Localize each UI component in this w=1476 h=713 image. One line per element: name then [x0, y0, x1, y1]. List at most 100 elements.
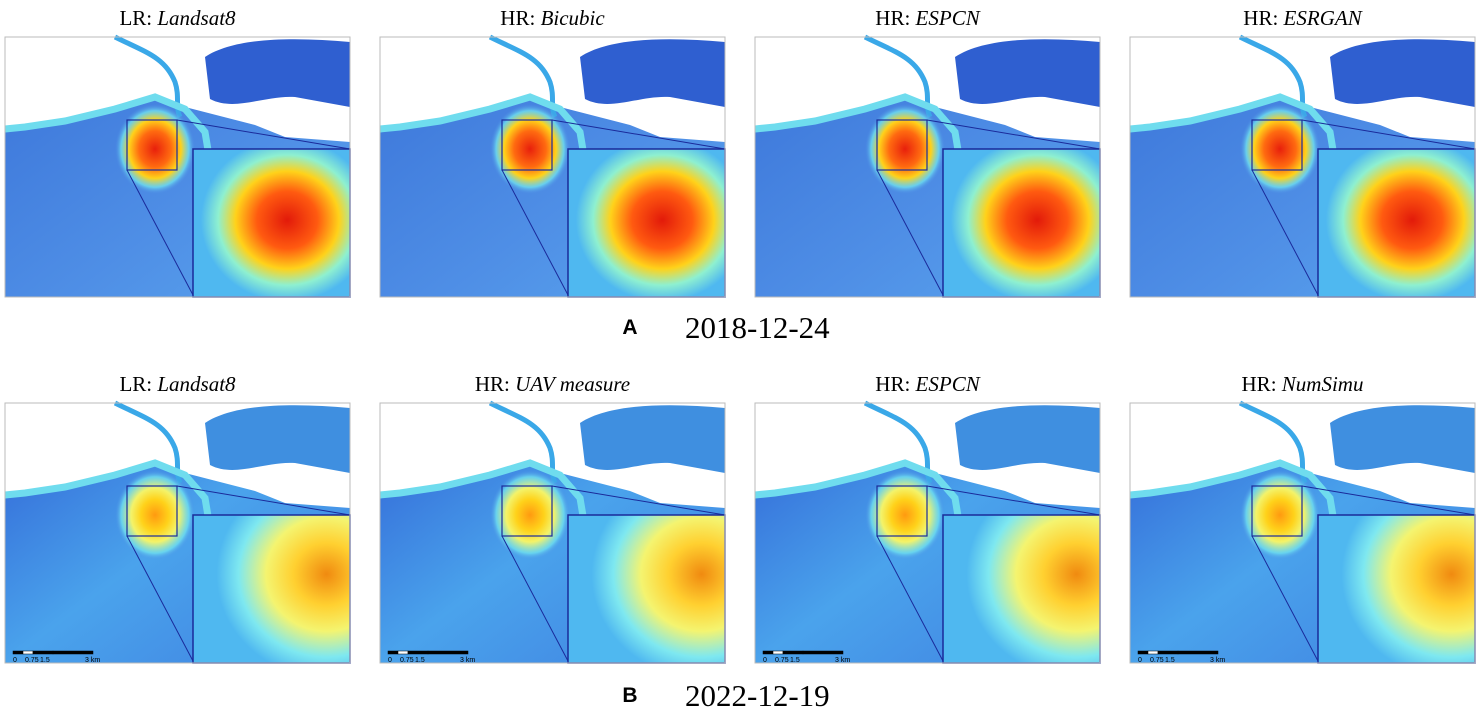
zoom-line: [501, 535, 569, 662]
panel-title: HR: NumSimu: [1242, 372, 1364, 396]
scale-label: 3 km: [835, 657, 850, 664]
zoom-line: [126, 169, 194, 296]
title-prefix: HR:: [1243, 6, 1278, 30]
plume: [865, 470, 945, 560]
scale-label: 3 km: [1210, 657, 1225, 664]
scale-segment: [52, 650, 94, 655]
map-panel: [379, 34, 726, 298]
zoom-line: [176, 485, 351, 516]
title-name: Bicubic: [541, 6, 606, 30]
row-date: 2018-12-24: [685, 310, 830, 345]
title-name: ESRGAN: [1283, 6, 1363, 30]
title-prefix: HR:: [1242, 372, 1277, 396]
zoom-line: [551, 485, 726, 516]
map-panel: 0 0.75 1.5 3 km: [379, 400, 726, 664]
scale-label: 0.75: [1150, 657, 1164, 664]
coast: [1129, 93, 1339, 163]
scale-segment: [397, 650, 409, 655]
map-panel: [1129, 34, 1476, 298]
zoom-line: [176, 119, 351, 150]
frame: [379, 402, 726, 664]
row-label: A: [622, 316, 637, 339]
title-prefix: LR:: [119, 6, 152, 30]
map-panel: 0 0.75 1.5 3 km: [4, 400, 351, 664]
title-prefix: HR:: [875, 372, 910, 396]
plume: [1240, 104, 1320, 194]
scale-segment: [12, 650, 24, 655]
title-prefix: HR:: [875, 6, 910, 30]
map-panel: [754, 34, 1101, 298]
scale-segment: [22, 650, 34, 655]
inset: [942, 514, 1101, 664]
scale-segment: [427, 650, 469, 655]
panel-title: LR: Landsat8: [119, 6, 236, 30]
title-prefix: LR:: [119, 372, 152, 396]
zoom-box: [876, 485, 928, 537]
zoom-line: [551, 119, 726, 150]
plume: [1240, 470, 1320, 560]
zoom-line: [126, 535, 194, 662]
scale-segment: [387, 650, 399, 655]
map-panel: [4, 34, 351, 298]
map-panel: 0 0.75 1.5 3 km: [754, 400, 1101, 664]
title-name: Landsat8: [156, 372, 236, 396]
coast: [4, 459, 214, 529]
scale-label: 0.75: [25, 657, 39, 664]
bay: [1330, 39, 1475, 107]
zoom-line: [1301, 119, 1476, 150]
coast: [1129, 459, 1339, 529]
scale-label: 1.5: [40, 657, 50, 664]
coast: [379, 459, 589, 529]
zoom-line: [926, 485, 1101, 516]
inset: [192, 148, 351, 298]
scale-label: 0: [13, 657, 17, 664]
row-label: B: [622, 684, 637, 707]
title-name: ESPCN: [915, 372, 981, 396]
plume: [865, 104, 945, 194]
title-name: ESPCN: [915, 6, 981, 30]
scale-bar: 0 0.75 1.5 3 km: [387, 650, 475, 664]
map-panel: 0 0.75 1.5 3 km: [1129, 400, 1476, 664]
bay: [1330, 405, 1475, 473]
scale-label: 0: [763, 657, 767, 664]
plume: [115, 104, 195, 194]
title-prefix: HR:: [475, 372, 510, 396]
inset: [567, 514, 726, 664]
zoom-line: [1251, 169, 1319, 296]
bay: [955, 39, 1100, 107]
zoom-box: [1251, 485, 1303, 537]
zoom-line: [1251, 535, 1319, 662]
panel-title: HR: ESPCN: [875, 372, 980, 396]
scale-label: 0: [388, 657, 392, 664]
scale-segment: [1157, 650, 1179, 655]
bay: [205, 405, 350, 473]
scale-label: 0.75: [400, 657, 414, 664]
inset: [567, 148, 726, 298]
inset: [1317, 148, 1476, 298]
panel-title: HR: ESRGAN: [1243, 6, 1362, 30]
bay: [955, 405, 1100, 473]
zoom-line: [1301, 485, 1476, 516]
bay: [205, 39, 350, 107]
scale-segment: [802, 650, 844, 655]
zoom-box: [501, 485, 553, 537]
scale-label: 1.5: [415, 657, 425, 664]
scale-label: 1.5: [790, 657, 800, 664]
scale-segment: [762, 650, 774, 655]
inset: [1317, 514, 1476, 664]
scale-segment: [1177, 650, 1219, 655]
scale-label: 3 km: [85, 657, 100, 664]
title-name: UAV measure: [515, 372, 630, 396]
frame: [754, 36, 1101, 298]
scale-label: 1.5: [1165, 657, 1175, 664]
zoom-box: [876, 119, 928, 171]
zoom-line: [876, 535, 944, 662]
zoom-box: [126, 119, 178, 171]
scale-bar: 0 0.75 1.5 3 km: [1137, 650, 1225, 664]
panel-title: LR: Landsat8: [119, 372, 236, 396]
scale-segment: [772, 650, 784, 655]
inset: [192, 514, 351, 664]
row-date: 2022-12-19: [685, 678, 830, 713]
panel-title: HR: Bicubic: [500, 6, 605, 30]
